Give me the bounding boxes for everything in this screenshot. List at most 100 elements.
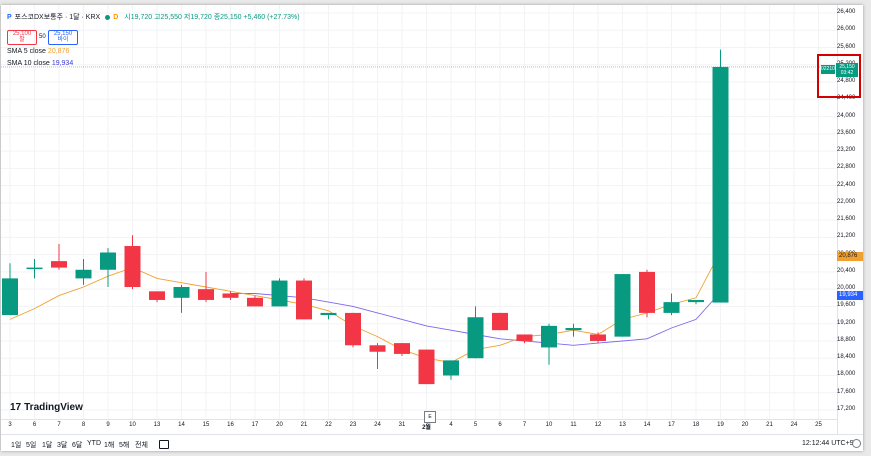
symbol-title[interactable]: 포스코DX보통주 · 1달 · KRX [14, 14, 101, 21]
time-tick-label: 17 [251, 422, 259, 428]
range-1m-button[interactable]: 1달 [42, 442, 53, 449]
time-tick-label: 24 [374, 422, 381, 428]
ohlc-change: +5,460 (+27.73%) [243, 14, 300, 21]
buy-price: 25,150 [53, 31, 73, 37]
time-tick-label: 14 [643, 422, 651, 428]
price-tick-label: 19,600 [837, 302, 856, 309]
candle-body [247, 297, 263, 307]
candle-body [198, 289, 214, 300]
price-tick-label: 25,600 [837, 43, 856, 50]
candle-body [394, 343, 410, 354]
time-tick-label: 16 [227, 422, 234, 428]
last-price-tag: 022100 [821, 65, 838, 74]
price-tick-label: 26,000 [837, 26, 856, 33]
chart-canvas[interactable] [1, 5, 863, 451]
ohlc-close: 종25,150 [213, 14, 242, 21]
candle-body [345, 312, 361, 346]
candle-body [639, 271, 655, 313]
candle-body [443, 360, 459, 376]
ohlc-high: 고25,550 [154, 14, 182, 21]
sma5-price-tag: 20,876 [837, 252, 863, 261]
time-tick-label: 9 [106, 422, 110, 428]
range-1d-button[interactable]: 1일 [11, 442, 22, 449]
range-1y-button[interactable]: 1해 [104, 442, 115, 449]
time-tick-label: 14 [178, 422, 185, 428]
time-tick-label: 13 [153, 422, 161, 428]
spread-value: 50 [39, 34, 46, 40]
time-tick-label: 25 [815, 422, 822, 428]
price-tick-label: 22,400 [837, 181, 856, 188]
month-marker[interactable]: E [424, 411, 436, 423]
price-tick-label: 24,000 [837, 112, 856, 119]
time-tick-label: 12 [594, 422, 602, 428]
time-tick-label: 21 [300, 422, 308, 428]
candle-body [2, 278, 18, 316]
gear-icon[interactable] [852, 439, 861, 448]
clock[interactable]: 12:12:44 UTC+9 [802, 440, 854, 447]
bottom-toolbar: 1일 5일 1달 3달 6달 YTD 1해 5해 전체 12:12:44 UTC… [1, 434, 863, 451]
time-tick-label: 6 [32, 422, 37, 428]
chart-frame: P 포스코DX보통주 · 1달 · KRX D 시19,720 고25,550 저19… [1, 5, 863, 451]
candle-body [51, 261, 67, 268]
price-tick-label: 18,400 [837, 354, 856, 361]
calendar-icon[interactable] [159, 440, 169, 449]
last-price-value: 25,150 [839, 64, 855, 70]
range-all-button[interactable]: 전체 [135, 442, 148, 449]
time-tick-label: 23 [349, 422, 357, 428]
price-tick-label: 20,000 [837, 285, 856, 292]
price-tick-label: 23,600 [837, 129, 856, 136]
time-tick-label: 4 [449, 422, 453, 428]
last-price-time: 03:42 [840, 70, 854, 76]
sma10-legend[interactable]: SMA 10 close 19,934 [7, 60, 73, 67]
price-tick-label: 22,000 [837, 198, 856, 205]
price-tick-label: 20,400 [837, 267, 856, 274]
sma5-value: 20,876 [47, 48, 70, 55]
time-tick-label: 20 [276, 422, 283, 428]
candle-body [663, 302, 680, 313]
tradingview-logo[interactable]: 17 TradingView [10, 402, 83, 413]
price-tick-label: 24,400 [837, 95, 856, 102]
symbol-legend[interactable]: P 포스코DX보통주 · 1달 · KRX D 시19,720 고25,550 저19… [7, 12, 300, 22]
range-5d-button[interactable]: 5일 [26, 442, 37, 449]
sma5-legend[interactable]: SMA 5 close 20,876 [7, 48, 69, 55]
time-tick-label: 3 [8, 422, 12, 428]
range-3m-button[interactable]: 3달 [57, 442, 68, 449]
price-tick-label: 17,200 [837, 406, 856, 412]
candle-body [516, 334, 533, 341]
time-tick-label: 22 [325, 422, 332, 428]
tradingview-icon: 17 [10, 402, 22, 413]
dividend-badge[interactable]: D [113, 14, 119, 21]
buy-label: 바이 [57, 37, 69, 43]
time-tick-label: 15 [202, 422, 210, 428]
range-6m-button[interactable]: 6달 [72, 442, 83, 449]
time-tick-label: 13 [619, 422, 626, 428]
time-tick-label: 2월 [422, 425, 431, 431]
candle-body [271, 280, 288, 307]
time-tick-label: 10 [129, 422, 136, 428]
candle-body [75, 269, 92, 279]
buy-button[interactable]: 25,150 바이 [48, 30, 78, 45]
time-tick-label: 7 [57, 422, 61, 428]
market-open-icon [105, 14, 111, 20]
candle-body [173, 287, 190, 298]
candle-body [296, 280, 312, 320]
sell-price: 25,100 [12, 31, 32, 37]
candle-body [492, 312, 508, 331]
price-tick-label: 18,000 [837, 371, 856, 378]
time-tick-label: 7 [522, 422, 527, 428]
price-tick-label: 22,800 [837, 164, 856, 171]
time-tick-label: 8 [81, 422, 86, 428]
time-tick-label: 24 [790, 422, 798, 428]
sma5-line [9, 251, 721, 363]
brand-name: TradingView [24, 402, 83, 413]
sma10-price-tag: 19,934 [837, 291, 863, 300]
range-5y-button[interactable]: 5해 [119, 442, 130, 449]
candle-body [565, 328, 582, 331]
candle-body [614, 274, 631, 337]
price-tick-label: 17,600 [837, 388, 856, 395]
sell-button[interactable]: 25,100 팔 [7, 30, 37, 45]
candle-body [688, 299, 704, 303]
time-tick-label: 10 [545, 422, 553, 428]
time-tick-label: 5 [473, 422, 478, 428]
range-ytd-button[interactable]: YTD [87, 440, 101, 447]
